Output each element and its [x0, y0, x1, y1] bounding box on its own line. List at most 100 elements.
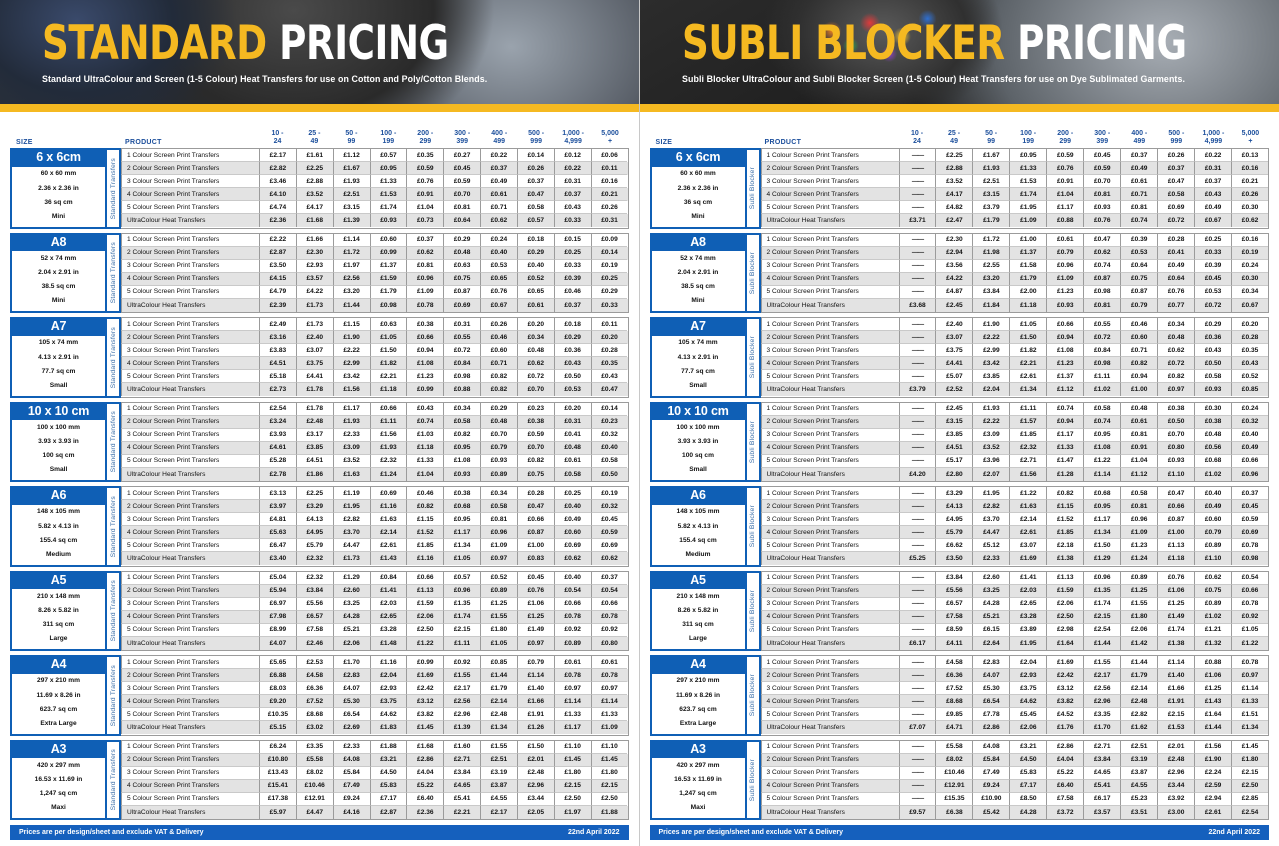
price-cell-tier-10: £0.29: [590, 285, 628, 299]
price-cell-tier-6: £0.75: [443, 272, 481, 286]
price-cell-tier-8: £1.91: [516, 708, 554, 722]
price-cell-tier-10: £0.16: [1231, 233, 1269, 247]
product-name-cell: UltraColour Heat Transfers: [121, 721, 259, 735]
price-cell-tier-8: £1.10: [1157, 467, 1194, 481]
price-cell-tier-5: £0.88: [1046, 214, 1083, 228]
price-cell-tier-1: ——: [898, 513, 936, 527]
product-name-cell: 4 Colour Screen Print Transfers: [121, 610, 259, 624]
price-cell-tier-1: ——: [898, 766, 936, 780]
column-header-product: PRODUCT: [125, 139, 162, 146]
price-cell-tier-9: £0.89: [1194, 539, 1232, 553]
price-rows: 1 Colour Screen Print Transfers £3.13 £2.2…: [121, 486, 629, 567]
product-name-cell: 2 Colour Screen Print Transfers: [121, 669, 259, 683]
size-group-a4: A4 297 x 210 mm 11.69 x 8.26 in 623.7 sq cm…: [10, 655, 629, 736]
table-row: 3 Colour Screen Print Transfers —— £7.52 £5…: [760, 682, 1269, 696]
price-cell-tier-2: £4.17: [295, 201, 333, 215]
tier-range-top: 10 -: [910, 129, 924, 137]
hero-content: SUBLI BLOCKER PRICING Subli Blocker Ultra…: [640, 0, 1279, 104]
product-name-cell: 1 Colour Screen Print Transfers: [121, 233, 259, 247]
price-cell-tier-4: £1.88: [369, 740, 407, 754]
price-cell-tier-3: £1.93: [972, 402, 1010, 416]
size-detail-line-2: 3.93 x 3.93 in: [677, 438, 719, 446]
price-cell-tier-9: £0.43: [553, 357, 591, 371]
price-cell-tier-2: £5.56: [295, 597, 333, 611]
size-detail-line-4: Large: [49, 635, 68, 643]
price-cell-tier-10: £0.34: [1231, 285, 1269, 299]
price-cell-tier-10: £0.25: [590, 272, 628, 286]
price-cell-tier-9: £0.38: [1194, 415, 1232, 429]
table-row: 3 Colour Screen Print Transfers —— £3.52 £2…: [760, 175, 1269, 189]
transfer-type-label: Subli Blocker: [749, 167, 756, 210]
price-cell-tier-2: £4.17: [935, 188, 973, 202]
price-cell-tier-4: £1.50: [1009, 331, 1047, 345]
price-cell-tier-4: £1.05: [369, 331, 407, 345]
tier-range-top: 50 -: [345, 129, 358, 137]
price-cell-tier-3: £2.07: [972, 467, 1009, 481]
price-cell-tier-1: £4.81: [259, 513, 296, 527]
table-row: 3 Colour Screen Print Transfers £3.93 £3.1…: [121, 428, 628, 442]
price-cell-tier-1: ——: [898, 272, 936, 286]
price-cell-tier-6: £2.17: [443, 682, 481, 696]
size-detail-line-3: 38.5 sq cm: [41, 283, 76, 291]
price-rows: 1 Colour Screen Print Transfers £2.22 £1.6…: [121, 232, 629, 313]
price-cell-tier-2: £2.25: [295, 162, 333, 176]
price-cell-tier-4: £5.45: [1009, 708, 1047, 722]
price-cell-tier-4: £1.34: [1009, 383, 1046, 397]
size-detail-line-3: 155.4 sq cm: [679, 536, 717, 544]
price-cell-tier-4: £2.21: [369, 370, 407, 384]
price-cell-tier-9: £0.50: [553, 370, 591, 384]
price-cell-tier-5: £1.69: [406, 669, 444, 683]
size-name: A4: [12, 657, 105, 674]
product-name-cell: 2 Colour Screen Print Transfers: [121, 246, 259, 260]
price-cells: £2.87 £2.30 £1.72 £0.99 £0.62 £0.48 £0.40 £0.29…: [259, 246, 628, 260]
size-box: 10 x 10 cm 100 x 100 mm 3.93 x 3.93 in 100 …: [649, 401, 747, 482]
price-cell-tier-4: £2.93: [1009, 669, 1047, 683]
price-cell-tier-8: £0.49: [1157, 259, 1195, 273]
price-cell-tier-2: £3.29: [295, 500, 333, 514]
price-cell-tier-7: £1.09: [480, 539, 517, 553]
price-cell-tier-4: £1.58: [1009, 259, 1047, 273]
size-name: A4: [651, 657, 745, 674]
price-cell-tier-2: £2.45: [935, 402, 973, 416]
price-cell-tier-8: £0.79: [516, 656, 554, 670]
table-row: 4 Colour Screen Print Transfers —— £8.68 £6…: [760, 695, 1269, 709]
size-detail-line-2: 2.36 x 2.36 in: [38, 184, 79, 192]
price-cell-tier-1: ——: [898, 201, 936, 215]
price-cell-tier-2: £4.58: [295, 669, 333, 683]
price-cell-tier-4: £0.57: [369, 149, 407, 163]
price-cells: —— £2.94 £1.98 £1.37 £0.79 £0.62 £0.53 £0.41 £0.…: [898, 246, 1269, 260]
price-cell-tier-5: £0.99: [406, 656, 444, 670]
table-row: UltraColour Heat Transfers £4.20 £2.80 £2.0…: [760, 467, 1268, 481]
price-cell-tier-10: £0.49: [1231, 441, 1269, 455]
price-cell-tier-1: ——: [898, 415, 936, 429]
product-name-cell: 1 Colour Screen Print Transfers: [760, 402, 899, 416]
price-cell-tier-2: £4.13: [935, 500, 973, 514]
price-cell-tier-2: £1.61: [295, 149, 333, 163]
product-name-cell: UltraColour Heat Transfers: [760, 805, 899, 819]
price-cell-tier-2: £8.68: [935, 695, 973, 709]
price-cell-tier-4: £2.61: [1009, 526, 1047, 540]
price-cell-tier-5: £1.04: [406, 467, 443, 481]
price-cell-tier-8: £0.52: [516, 272, 554, 286]
price-cell-tier-3: £5.21: [972, 610, 1010, 624]
pricing-table-subli: SIZE PRODUCT 10 -24 25 -49 50 -99 100 -199 200…: [640, 112, 1279, 820]
price-cells: £4.81 £4.13 £2.82 £1.63 £1.15 £0.95 £0.81 £0.66…: [259, 513, 628, 527]
column-header-tier-6: 300 -399: [444, 130, 481, 148]
price-cell-tier-6: £0.47: [1083, 233, 1121, 247]
price-cell-tier-1: £9.57: [898, 805, 936, 819]
price-cell-tier-2: £8.02: [935, 753, 973, 767]
price-cell-tier-6: £1.74: [443, 610, 481, 624]
price-cell-tier-9: £0.48: [553, 441, 591, 455]
price-cell-tier-4: £1.74: [369, 201, 407, 215]
price-cell-tier-3: £2.55: [972, 259, 1010, 273]
size-group-a8: A8 52 x 74 mm 2.04 x 2.91 in 38.5 sq cm Mini…: [649, 232, 1269, 313]
price-cell-tier-5: £1.03: [406, 428, 444, 442]
price-cell-tier-7: £0.48: [480, 415, 517, 429]
size-detail-line-1: 105 x 74 mm: [678, 339, 718, 347]
price-cell-tier-10: £0.58: [590, 454, 628, 468]
table-row: 1 Colour Screen Print Transfers —— £3.29 £1…: [760, 487, 1269, 501]
price-cell-tier-1: £6.97: [259, 597, 296, 611]
price-cells: —— £2.45 £1.93 £1.11 £0.74 £0.58 £0.48 £0.38 £0.…: [898, 402, 1269, 416]
size-detail-line-1: 420 x 297 mm: [676, 761, 720, 769]
size-group-a3: A3 420 x 297 mm 16.53 x 11.69 in 1,247 sq c…: [649, 739, 1269, 820]
